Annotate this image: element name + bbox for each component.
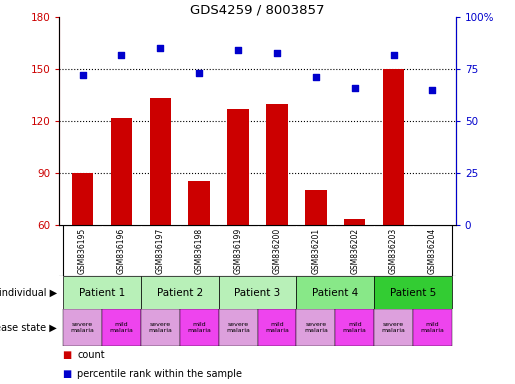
Text: severe
malaria: severe malaria [382, 322, 405, 333]
Bar [258, 309, 296, 346]
Text: disease state ▶: disease state ▶ [0, 322, 57, 333]
Bar [141, 276, 219, 309]
Bar [374, 309, 413, 346]
Text: GSM836197: GSM836197 [156, 227, 165, 274]
Bar [219, 309, 258, 346]
Bar [180, 309, 219, 346]
Bar [266, 104, 288, 225]
Point [351, 85, 359, 91]
Point [428, 87, 437, 93]
Bar [63, 276, 141, 309]
Point [117, 51, 126, 58]
Text: severe
malaria: severe malaria [148, 322, 172, 333]
Text: percentile rank within the sample: percentile rank within the sample [77, 369, 242, 379]
Text: mild
malaria: mild malaria [110, 322, 133, 333]
Text: Patient 4: Patient 4 [312, 288, 358, 298]
Text: GSM836199: GSM836199 [234, 227, 243, 274]
Text: GSM836202: GSM836202 [350, 227, 359, 274]
Text: Patient 1: Patient 1 [79, 288, 125, 298]
Text: Patient 3: Patient 3 [234, 288, 281, 298]
Text: mild
malaria: mild malaria [265, 322, 289, 333]
Bar [72, 173, 93, 225]
Bar [305, 190, 327, 225]
Text: severe
malaria: severe malaria [71, 322, 94, 333]
Text: severe
malaria: severe malaria [226, 322, 250, 333]
Text: ■: ■ [62, 350, 71, 360]
Point [273, 50, 281, 56]
Point [78, 72, 87, 78]
Bar [374, 276, 452, 309]
Text: GSM836201: GSM836201 [311, 227, 320, 274]
Bar [335, 309, 374, 346]
Point [234, 47, 242, 53]
Point [312, 74, 320, 81]
Bar [383, 69, 404, 225]
Bar [296, 309, 335, 346]
Bar [227, 109, 249, 225]
Text: GSM836200: GSM836200 [272, 227, 281, 274]
Bar [422, 225, 443, 227]
Point [195, 70, 203, 76]
Bar [111, 118, 132, 225]
Bar [150, 99, 171, 225]
Bar [141, 309, 180, 346]
Text: GSM836204: GSM836204 [428, 227, 437, 274]
Text: Patient 2: Patient 2 [157, 288, 203, 298]
Bar [296, 276, 374, 309]
Text: severe
malaria: severe malaria [304, 322, 328, 333]
Text: GSM836198: GSM836198 [195, 227, 204, 274]
Bar [413, 309, 452, 346]
Bar [102, 309, 141, 346]
Bar [219, 276, 296, 309]
Point [389, 51, 398, 58]
Bar [344, 220, 365, 225]
Text: mild
malaria: mild malaria [187, 322, 211, 333]
Text: mild
malaria: mild malaria [421, 322, 444, 333]
Bar [188, 182, 210, 225]
Point [156, 45, 164, 51]
Text: Patient 5: Patient 5 [390, 288, 436, 298]
Text: GSM836203: GSM836203 [389, 227, 398, 274]
Title: GDS4259 / 8003857: GDS4259 / 8003857 [190, 3, 325, 16]
Text: individual ▶: individual ▶ [0, 288, 57, 298]
Text: mild
malaria: mild malaria [343, 322, 367, 333]
Text: ■: ■ [62, 369, 71, 379]
Text: GSM836196: GSM836196 [117, 227, 126, 274]
Text: count: count [77, 350, 105, 360]
Text: GSM836195: GSM836195 [78, 227, 87, 274]
Bar [63, 309, 102, 346]
